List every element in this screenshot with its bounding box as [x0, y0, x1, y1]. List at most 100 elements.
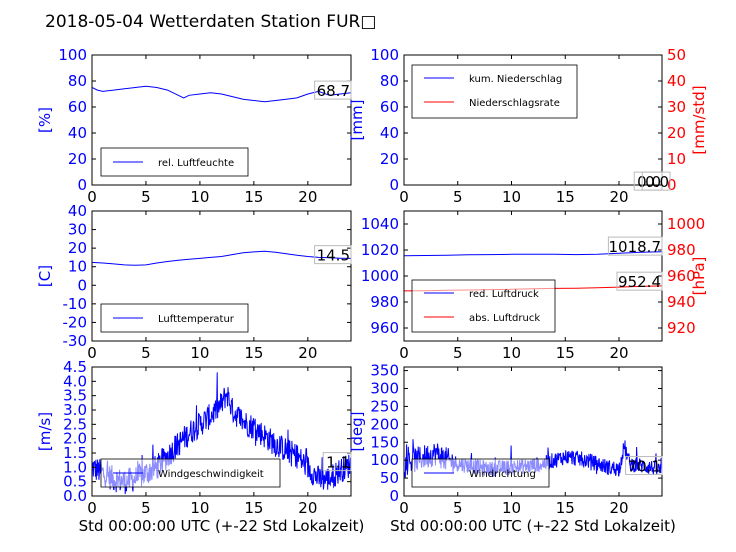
y-tick-label: 4.0: [63, 372, 87, 390]
x-tick-label: 0: [87, 344, 97, 362]
panel-humidity: 0 5 10 15 20 0 20 40 60 80 100 [%] 68.7 rel. Luftfeuc…: [36, 46, 352, 206]
y-tick-label: 1040: [361, 215, 399, 233]
y-tick-label: 40: [380, 124, 399, 142]
x-tick-label: 5: [453, 344, 463, 362]
x-tick-label: 10: [502, 499, 521, 517]
x-tick-label: 10: [190, 499, 209, 517]
x-tick-label: 0: [87, 188, 97, 206]
x-tick-label: 5: [141, 188, 151, 206]
legend: Lufttemperatur: [100, 303, 249, 333]
y-axis-label-right: [mm/std]: [690, 85, 708, 154]
legend-label: Niederschlagsrate: [469, 98, 560, 109]
y-tick-label: 80: [380, 72, 399, 90]
y-right-tick-label: 40: [667, 72, 686, 90]
y-tick-label: 10: [68, 258, 87, 276]
legend-box: [411, 279, 556, 333]
x-tick-label: 15: [244, 344, 263, 362]
y-tick-label: 200: [370, 415, 399, 433]
y-right-tick-label: 920: [667, 319, 696, 337]
x-tick-label: 15: [556, 188, 575, 206]
y-tick-label: 60: [380, 98, 399, 116]
last-value-box: [314, 245, 352, 265]
last-value-label: 0.0: [645, 173, 669, 191]
y-tick-label: 0: [77, 276, 87, 294]
y-tick-label: 30: [68, 221, 87, 239]
x-tick-label: 15: [556, 499, 575, 517]
y-tick-label: 1000: [361, 267, 399, 285]
y-axis-label-right: [hPa]: [690, 257, 708, 296]
series-line-rel-luftfeuchte: [92, 85, 351, 103]
y-axis-label: [%]: [36, 107, 54, 133]
series-group: [92, 250, 351, 266]
last-value-label: 952.4: [618, 273, 661, 291]
y-tick-label: 150: [370, 433, 399, 451]
y-tick-label: 1.0: [63, 458, 87, 476]
y-tick-label: 40: [68, 124, 87, 142]
y-tick-label: 2.0: [63, 430, 87, 448]
x-tick-label: 15: [556, 344, 575, 362]
series-line-lufttemperatur: [92, 250, 351, 266]
plot-frame: [403, 54, 663, 186]
y-tick-label: 20: [68, 150, 87, 168]
last-value-label: 68.7: [317, 82, 350, 100]
last-value-label: 0.0: [637, 173, 661, 191]
x-tick-label: 5: [453, 188, 463, 206]
y-axis-label: [m/s]: [36, 412, 54, 451]
y-tick-label: 250: [370, 397, 399, 415]
last-value-label: 70.1: [628, 458, 661, 476]
x-tick-label: 20: [609, 499, 628, 517]
plot-frame: [91, 366, 352, 497]
y-right-tick-label: 940: [667, 293, 696, 311]
legend-box: [411, 64, 578, 119]
x-tick-label: 10: [190, 188, 209, 206]
last-value-label: 14.5: [317, 247, 350, 265]
x-tick-label: 15: [244, 188, 263, 206]
x-axis-label: Std 00:00:00 UTC (+-22 Std Lokalzeit): [390, 517, 676, 535]
y-tick-label: 2.5: [63, 415, 87, 433]
y-axis-label: [deg]: [348, 412, 366, 452]
y-right-tick-label: 0: [667, 176, 677, 194]
panel-wind_speed: 0 5 10 15 20 0.00.51.01.52.02.53.03.54.04.5 [m…: [36, 358, 364, 535]
y-right-tick-label: 50: [667, 46, 686, 64]
last-value-label: 1018.7: [609, 238, 662, 256]
y-tick-label: 50: [380, 469, 399, 487]
panel-temperature: 0 5 10 15 20-30-20-10010203040[C]14.5Lufttem…: [36, 202, 352, 362]
plot-frame: [91, 54, 352, 186]
x-tick-label: 5: [141, 499, 151, 517]
x-tick-label: 10: [502, 344, 521, 362]
y-tick-label: 0: [389, 487, 399, 505]
y-axis-label: [C]: [36, 265, 54, 287]
x-tick-label: 5: [453, 499, 463, 517]
legend-label: Windrichtung: [469, 469, 536, 480]
x-tick-label: 20: [298, 188, 317, 206]
y-tick-label: 0: [389, 176, 399, 194]
x-tick-label: 10: [190, 344, 209, 362]
y-right-tick-label: 960: [667, 267, 696, 285]
x-tick-label: 0: [399, 188, 409, 206]
y-tick-label: 4.5: [63, 358, 87, 376]
y-tick-label: 1020: [361, 241, 399, 259]
legend: red. Luftdruck abs. Luftdruck: [411, 279, 556, 333]
y-right-tick-label: 30: [667, 98, 686, 116]
series-group: [92, 85, 351, 103]
series-line-red-luftdruck: [404, 251, 662, 257]
y-tick-label: 0.5: [63, 473, 87, 491]
y-tick-label: 960: [370, 319, 399, 337]
y-tick-label: -10: [63, 295, 88, 313]
last-value-box: [322, 452, 352, 472]
legend: Windgeschwindigkeit: [100, 458, 281, 488]
x-tick-label: 20: [609, 344, 628, 362]
y-tick-label: 100: [58, 46, 87, 64]
y-tick-label: -30: [63, 332, 88, 350]
y-tick-label: 3.5: [63, 387, 87, 405]
plot-frame: [91, 210, 352, 342]
last-value-label: 1.1: [326, 454, 350, 472]
legend-label: red. Luftdruck: [469, 289, 539, 300]
legend-label: kum. Niederschlag: [469, 74, 562, 85]
y-tick-label: 100: [370, 451, 399, 469]
legend-label: Windgeschwindigkeit: [158, 469, 264, 480]
legend: kum. Niederschlag Niederschlagsrate: [411, 64, 578, 119]
y-tick-label: 3.0: [63, 401, 87, 419]
panel-precip: 0 5 10 15 20 0 20 40 60 80 100 0 10 20 30 40 50 [mm] [mm/s…: [348, 46, 708, 206]
